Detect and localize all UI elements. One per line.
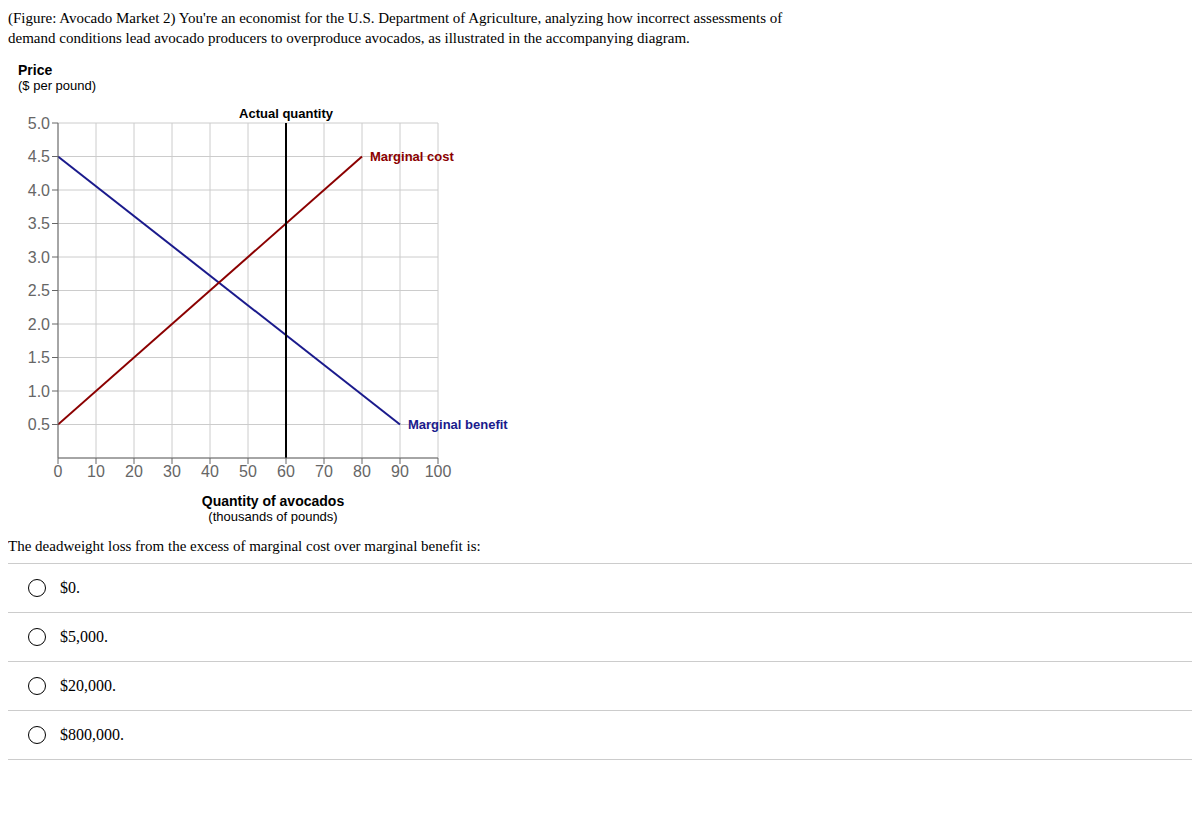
svg-text:100: 100 [425, 463, 452, 480]
html-text:(Figure: Avocado Market 2) You: (Figure: Avocado Market 2) You're an eco… [8, 10, 783, 26]
html-text:(thousands of pounds): (thousands of pounds) [208, 509, 338, 524]
svg-text:2.5: 2.5 [28, 282, 50, 299]
svg-text:60: 60 [277, 463, 295, 480]
svg-text:90: 90 [391, 463, 409, 480]
html-text:Price: Price [18, 62, 53, 78]
html-text:$5,000.: $5,000. [60, 628, 108, 645]
html-text:Quantity of avocados: Quantity of avocados [201, 493, 345, 509]
svg-text:1.5: 1.5 [28, 349, 50, 366]
html-text:$20,000.: $20,000. [60, 677, 116, 694]
svg-text:70: 70 [315, 463, 333, 480]
html-text:$0.: $0. [60, 579, 80, 596]
svg-text:3.5: 3.5 [28, 215, 50, 232]
html-text:($ per pound): ($ per pound) [18, 78, 97, 93]
svg-text:1.0: 1.0 [28, 383, 50, 400]
svg-text:10: 10 [87, 463, 105, 480]
svg-text:4.0: 4.0 [28, 182, 50, 199]
svg-text:4.5: 4.5 [28, 148, 50, 165]
svg-text:40: 40 [201, 463, 219, 480]
svg-text:20: 20 [125, 463, 143, 480]
svg-text:0.5: 0.5 [28, 416, 50, 433]
svg-text:50: 50 [239, 463, 257, 480]
svg-text:3.0: 3.0 [28, 249, 50, 266]
html-text:The deadweight loss from the e: The deadweight loss from the excess of m… [8, 538, 481, 554]
svg-text:Marginal benefit: Marginal benefit [408, 417, 508, 432]
html-text:$800,000.: $800,000. [60, 726, 124, 743]
svg-text:2.0: 2.0 [28, 316, 50, 333]
svg-text:80: 80 [353, 463, 371, 480]
svg-text:Actual quantity: Actual quantity [239, 106, 334, 121]
svg-text:0: 0 [54, 463, 63, 480]
html-text:demand conditions lead avocado: demand conditions lead avocado producers… [8, 30, 690, 46]
svg-text:Marginal cost: Marginal cost [370, 149, 454, 164]
svg-text:30: 30 [163, 463, 181, 480]
svg-text:5.0: 5.0 [28, 115, 50, 132]
